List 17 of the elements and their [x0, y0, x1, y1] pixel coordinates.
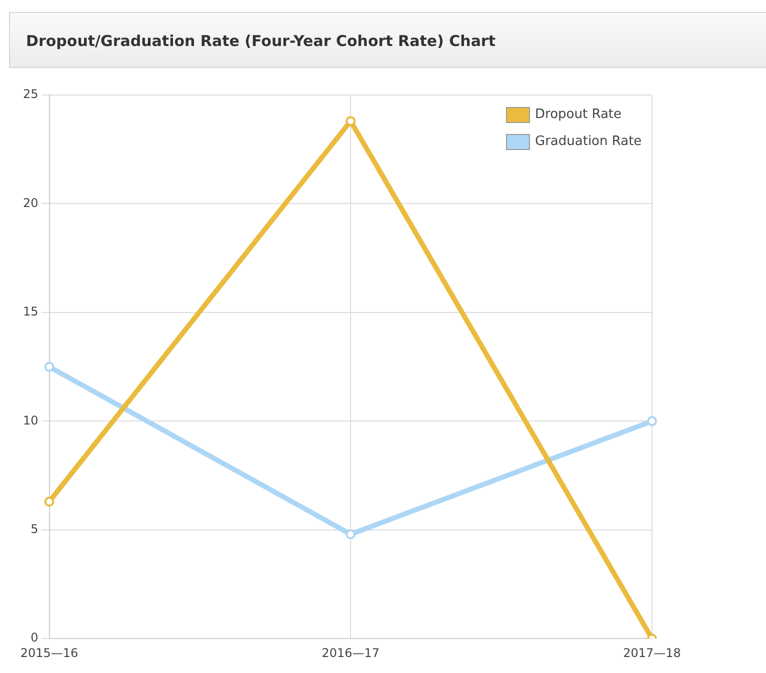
legend-label: Dropout Rate [535, 107, 622, 122]
legend-label: Graduation Rate [535, 134, 642, 149]
chart-title: Dropout/Graduation Rate (Four-Year Cohort Rate) Chart [26, 32, 496, 50]
y-tick-label: 5 [30, 522, 38, 536]
y-tick-label: 25 [22, 87, 38, 102]
point [44, 362, 54, 372]
x-tick-label: 2017—18 [623, 646, 681, 660]
y-tick-label: 10 [22, 413, 38, 428]
x-tick-label: 2015—16 [20, 646, 78, 660]
point [44, 496, 54, 507]
y-tick-label: 0 [30, 630, 38, 645]
point [346, 529, 356, 540]
y-tick-label: 20 [22, 196, 38, 210]
y-tick-label: 15 [22, 304, 38, 319]
point [647, 416, 657, 426]
x-tick-label: 2016—17 [322, 646, 380, 660]
point [346, 116, 356, 126]
